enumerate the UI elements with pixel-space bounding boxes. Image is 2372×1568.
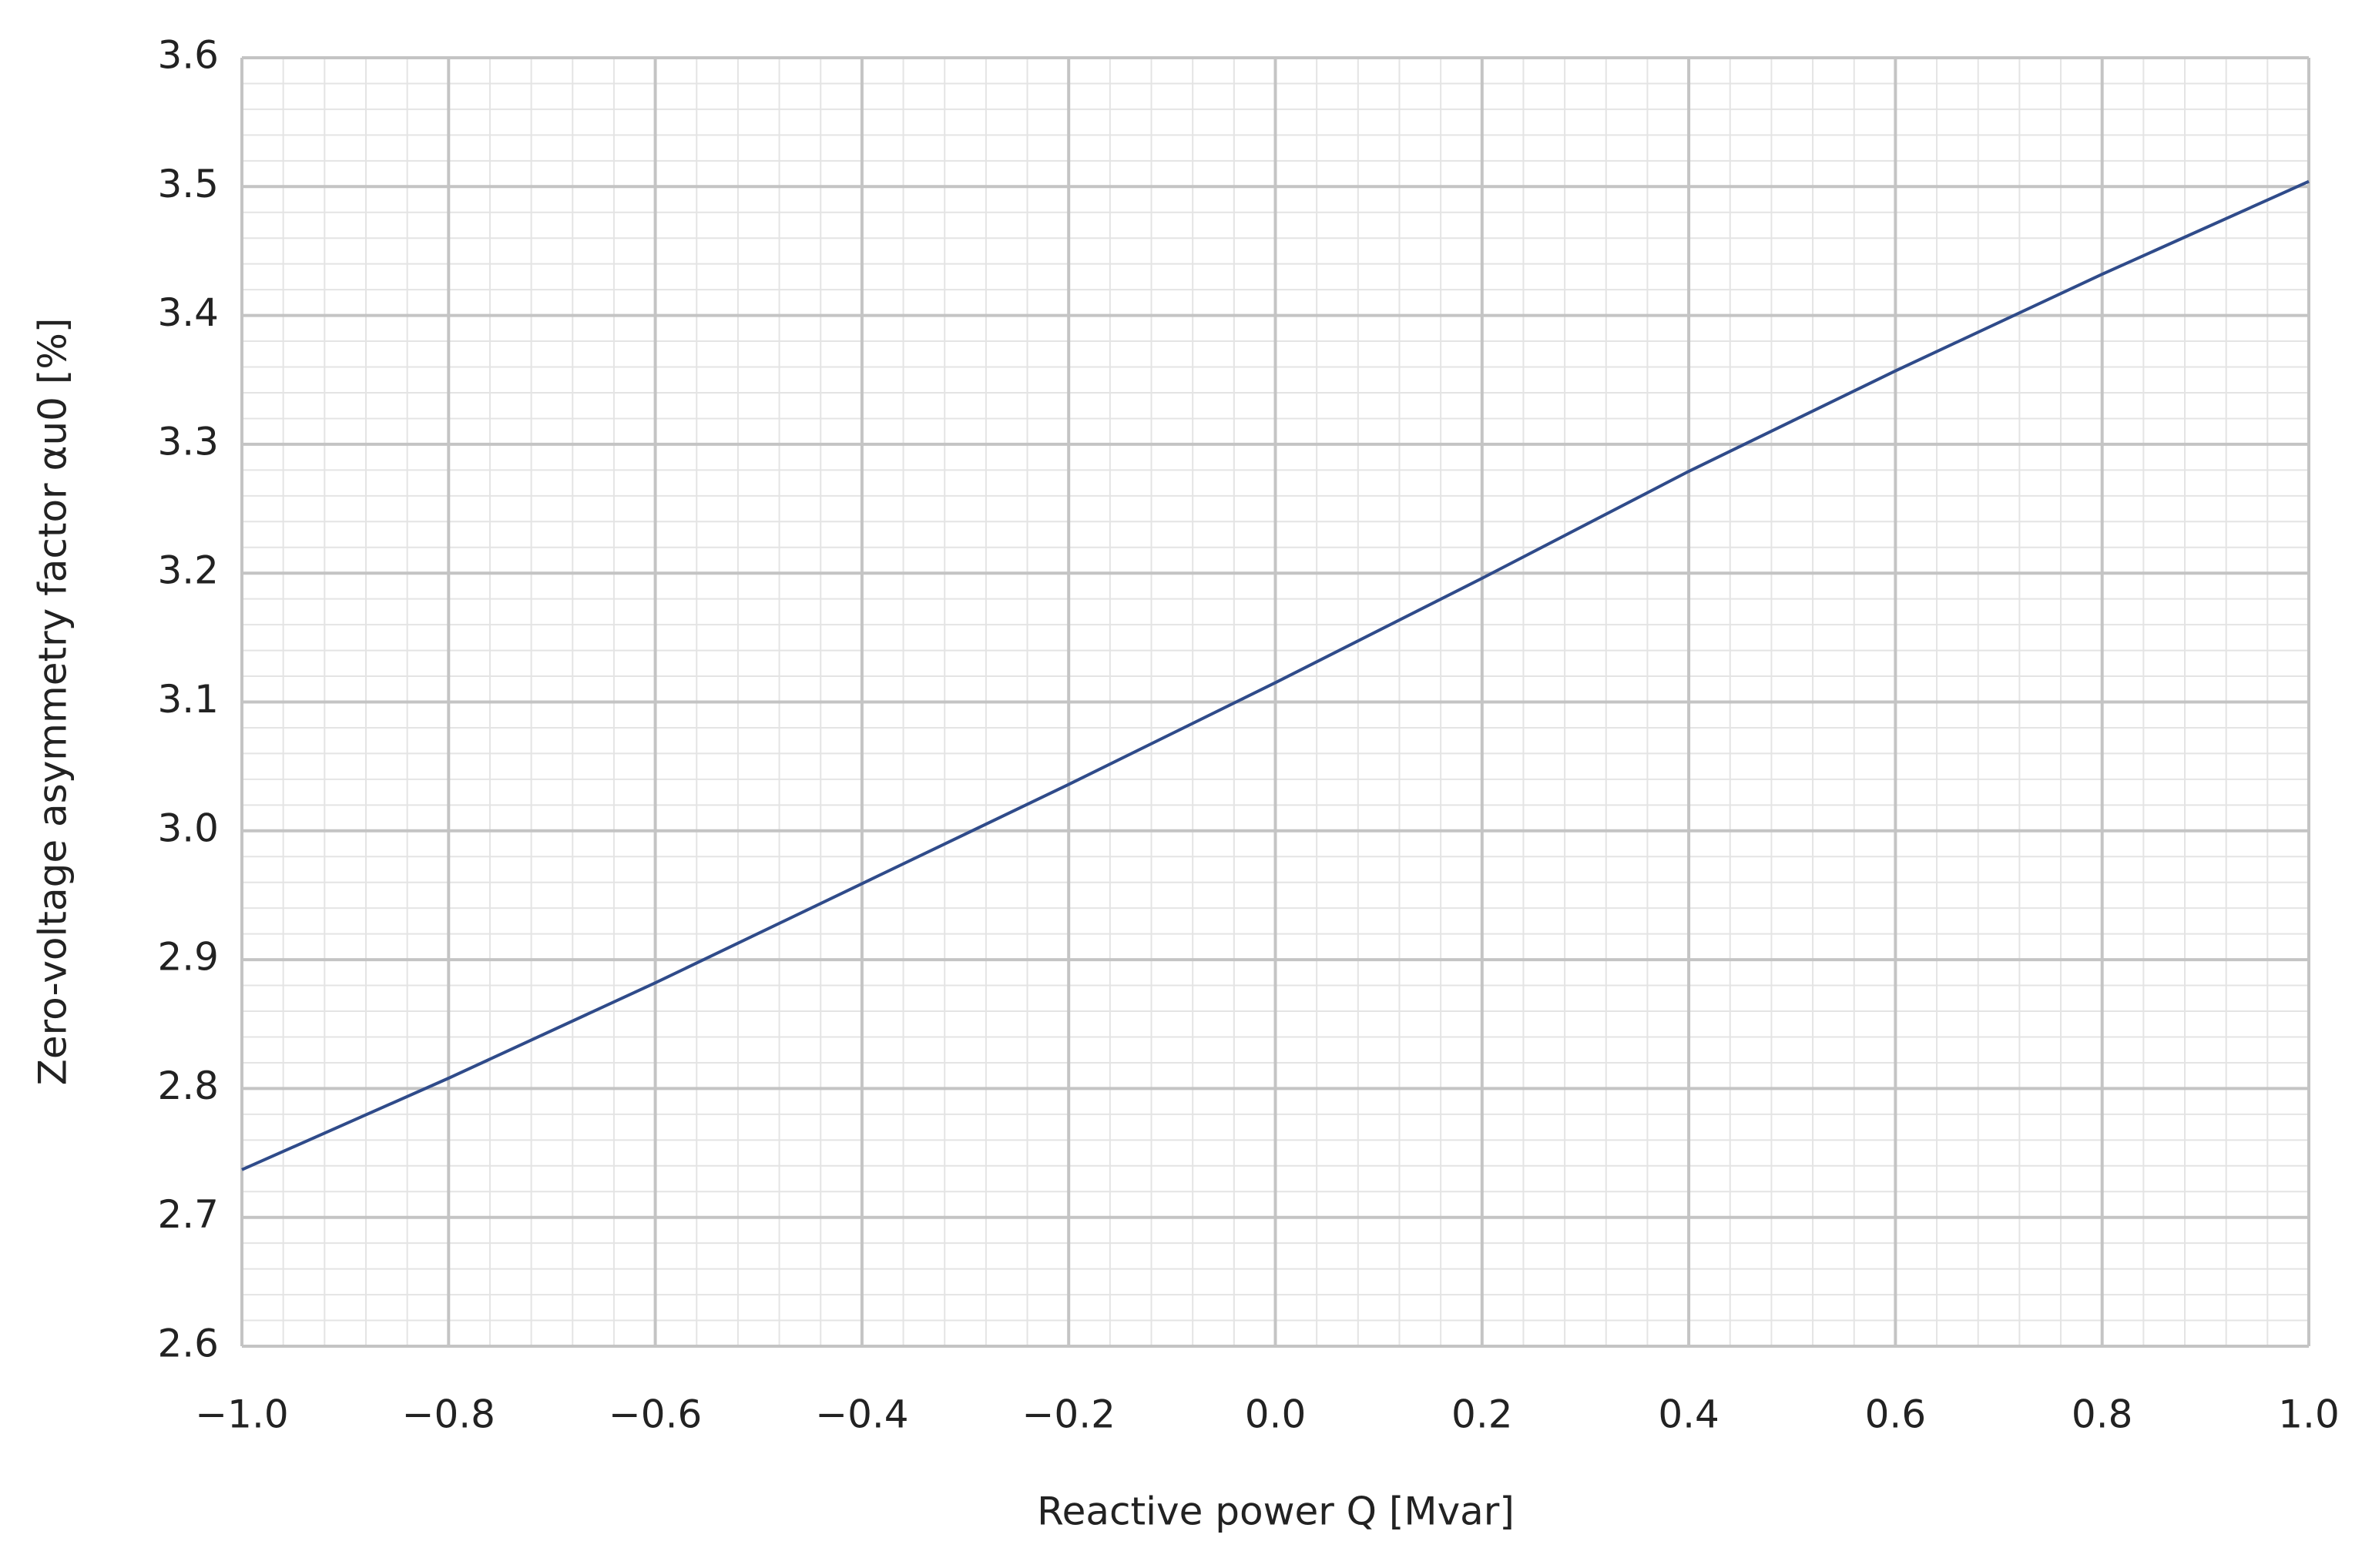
y-tick-label: 2.6 — [157, 1322, 219, 1366]
x-tick-label: −0.6 — [609, 1392, 702, 1437]
x-axis-title: Reactive power Q [Mvar] — [1037, 1489, 1515, 1534]
x-tick-label: −0.2 — [1022, 1392, 1115, 1437]
x-tick-label: 0.0 — [1245, 1392, 1307, 1437]
y-tick-label: 3.5 — [157, 162, 219, 206]
y-axis-title: Zero-voltage asymmetry factor αu0 [%] — [31, 318, 75, 1086]
y-tick-label: 3.4 — [157, 290, 219, 335]
x-tick-label: 0.4 — [1658, 1392, 1719, 1437]
y-tick-label: 3.2 — [157, 548, 219, 593]
y-tick-label: 3.0 — [157, 806, 219, 850]
x-tick-label: 0.2 — [1451, 1392, 1513, 1437]
y-tick-label: 3.1 — [157, 677, 219, 722]
x-tick-label: −0.4 — [815, 1392, 908, 1437]
y-tick-label: 2.9 — [157, 935, 219, 980]
x-tick-label: −0.8 — [402, 1392, 495, 1437]
y-tick-label: 2.8 — [157, 1064, 219, 1108]
data-line — [241, 179, 2310, 1171]
x-tick-label: 1.0 — [2278, 1392, 2340, 1437]
y-tick-label: 3.3 — [157, 419, 219, 464]
x-tick-label: −1.0 — [195, 1392, 288, 1437]
y-tick-label: 3.6 — [157, 33, 219, 78]
x-tick-label: 0.8 — [2072, 1392, 2133, 1437]
x-tick-label: 0.6 — [1865, 1392, 1927, 1437]
y-tick-label: 2.7 — [157, 1192, 219, 1237]
